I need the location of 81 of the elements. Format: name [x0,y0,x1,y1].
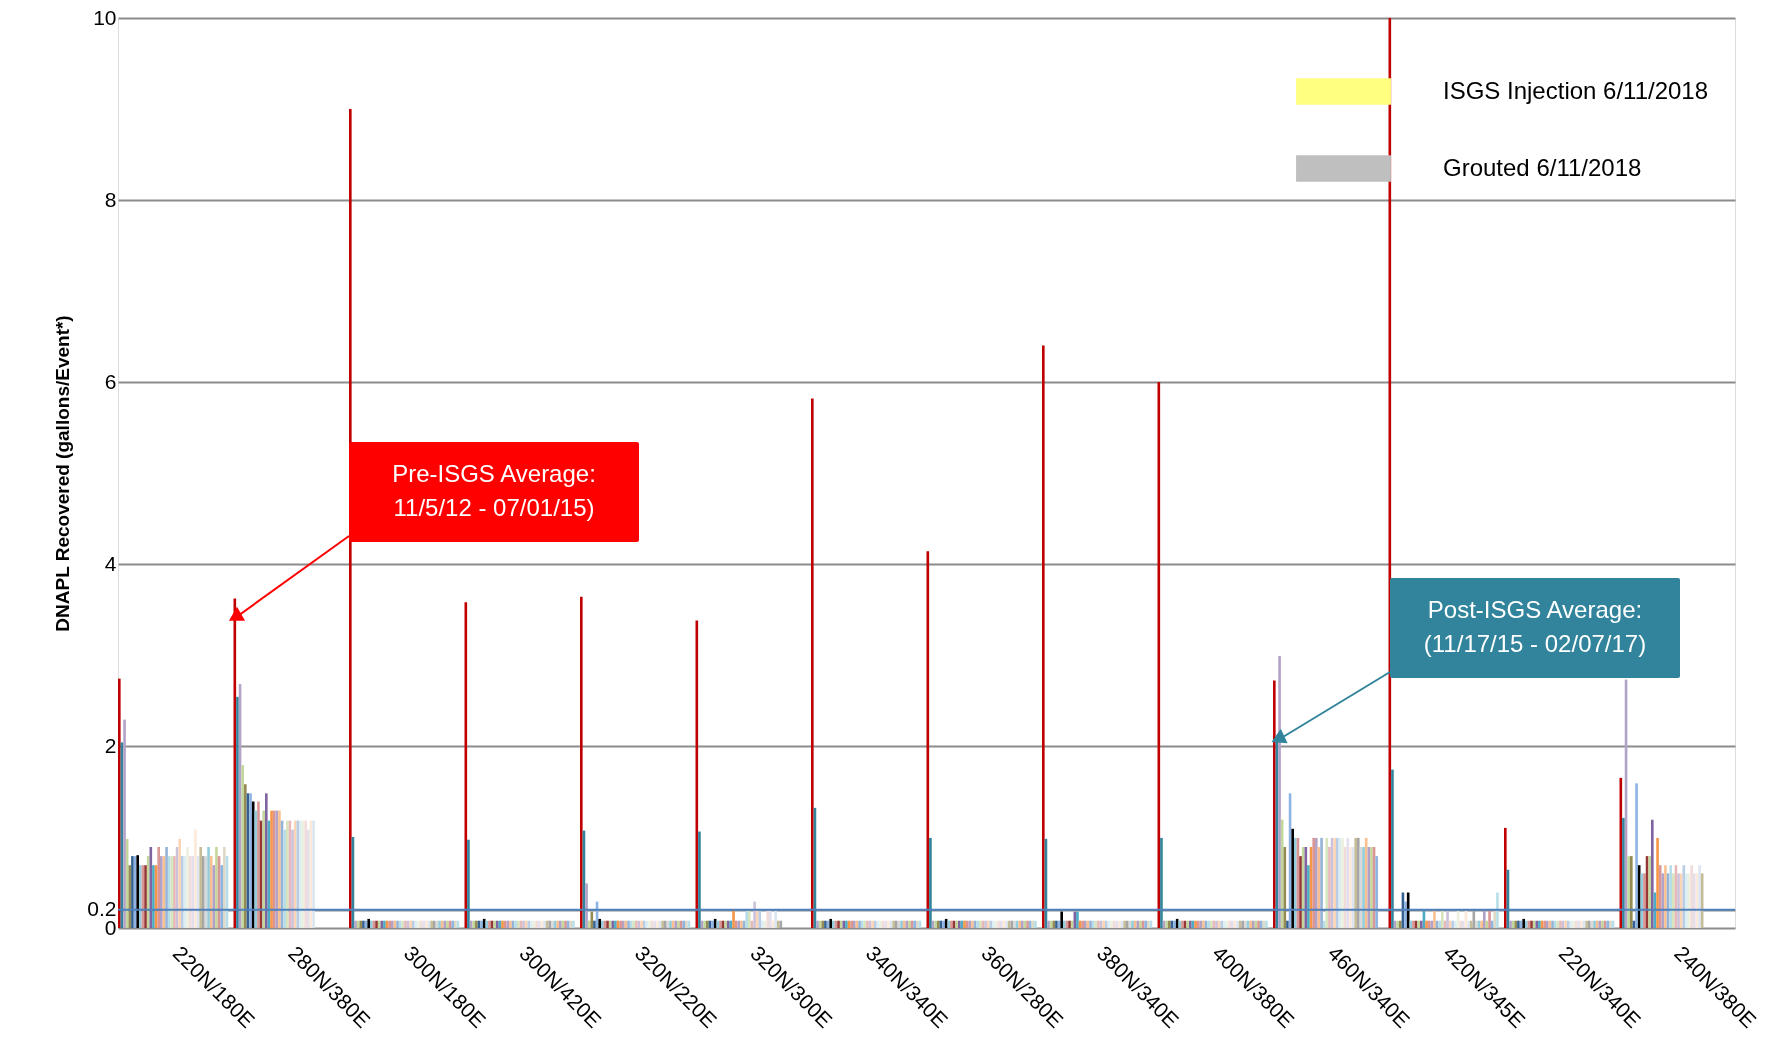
bar [580,596,583,928]
bar [241,765,244,928]
legend-label: ISGS Injection 6/11/2018 [1443,76,1709,104]
bar [1160,837,1163,928]
bar [118,678,121,928]
bar [1483,910,1486,928]
bar [157,847,160,928]
bar [1042,345,1045,928]
bar [1364,837,1368,928]
bar [257,801,260,928]
bar [1278,655,1281,928]
bar [1291,828,1294,928]
bar [1651,819,1654,928]
bar [1490,920,1494,928]
y-tick-label: 10 [93,5,117,29]
y-tick-label: 8 [104,187,117,211]
bar [753,901,756,928]
y-tick-label: 6 [104,369,117,393]
bar [1658,865,1662,928]
bar [265,793,268,928]
bar [1698,865,1701,928]
bar [283,829,286,928]
bar [1446,910,1449,928]
bar [165,847,168,928]
bar [236,696,239,928]
bar [1664,865,1667,928]
bar [1656,837,1659,928]
bar [178,838,181,928]
bar [1391,769,1394,928]
bar [1328,847,1331,928]
bar [732,910,735,928]
bar [1496,892,1499,928]
bar [1504,827,1507,928]
bar [698,831,701,928]
bar [1404,901,1407,928]
bar [1635,783,1638,928]
bar [1441,910,1444,928]
bar [207,847,210,928]
y-axis-title: DNAPL Recovered (gallons/Event*) [52,315,74,632]
bar [262,810,265,928]
bar [811,398,814,928]
bar [199,847,202,928]
bar [1060,911,1063,928]
bar [125,838,129,928]
bar [1488,910,1491,928]
annotation: Pre-ISGS Average: 11/5/12 - 07/01/15) [392,460,596,521]
bar [1622,817,1625,928]
legend-label: Grouted 6/11/2018 [1443,153,1642,181]
bar [1700,873,1704,928]
bar [146,856,150,928]
bar [1669,865,1672,928]
bar [209,856,213,928]
y-tick-label: 2 [104,733,117,757]
bar [1322,920,1326,928]
bar [1299,856,1302,928]
bar [587,920,591,928]
bar [215,847,218,928]
bar [1672,873,1675,928]
bar [244,784,247,928]
bar [467,839,470,928]
bar [774,910,777,928]
bar [1375,856,1378,928]
bar [223,847,226,928]
bar [1433,910,1436,928]
bar [585,883,588,928]
bar [220,865,223,928]
bar [291,829,294,928]
bar [1280,819,1284,928]
bar [1286,920,1289,928]
bar [1273,680,1276,928]
bar [593,920,596,928]
bar [1320,837,1323,928]
bar [1406,892,1410,928]
bar [123,719,126,928]
bar [1307,865,1310,928]
y-tick-label: 4 [104,551,117,575]
bar [929,837,932,928]
annotation: Post-ISGS Average: (11/17/15 - 02/07/17) [1423,596,1647,657]
bar [1637,865,1641,928]
bar [251,801,255,928]
bar [194,829,197,928]
